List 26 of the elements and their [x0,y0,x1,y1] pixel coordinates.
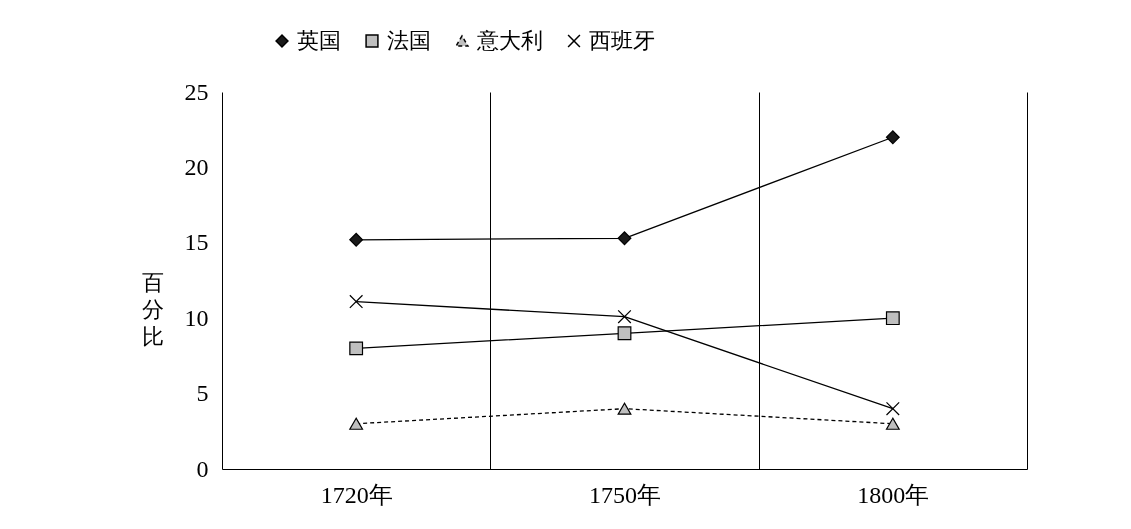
point [885,401,900,416]
point [885,311,900,326]
point [349,417,364,430]
point [349,232,364,247]
point [885,417,900,430]
legend-label: 英国 [297,28,341,53]
y-tick-label: 5 [196,380,209,407]
x-tick-label: 1750年 [589,481,661,508]
y-tick-label: 20 [184,153,209,180]
legend-label: 法国 [387,28,431,53]
y-tick-label: 15 [184,229,209,256]
point [617,309,632,324]
x-tick-label: 1800年 [857,481,930,508]
point [617,231,632,246]
y-tick-label: 0 [196,455,209,482]
point [349,341,364,356]
y-tick-label: 10 [184,304,209,331]
y-tick-label: 25 [184,78,209,105]
point [885,130,900,145]
point [617,402,632,415]
legend-label: 意大利 [476,28,543,53]
point [617,326,632,341]
point [349,294,364,309]
y-axis-title: 百分比 [141,269,164,349]
x-tick-label: 1720年 [320,481,393,508]
legend-label: 西班牙 [589,28,655,53]
